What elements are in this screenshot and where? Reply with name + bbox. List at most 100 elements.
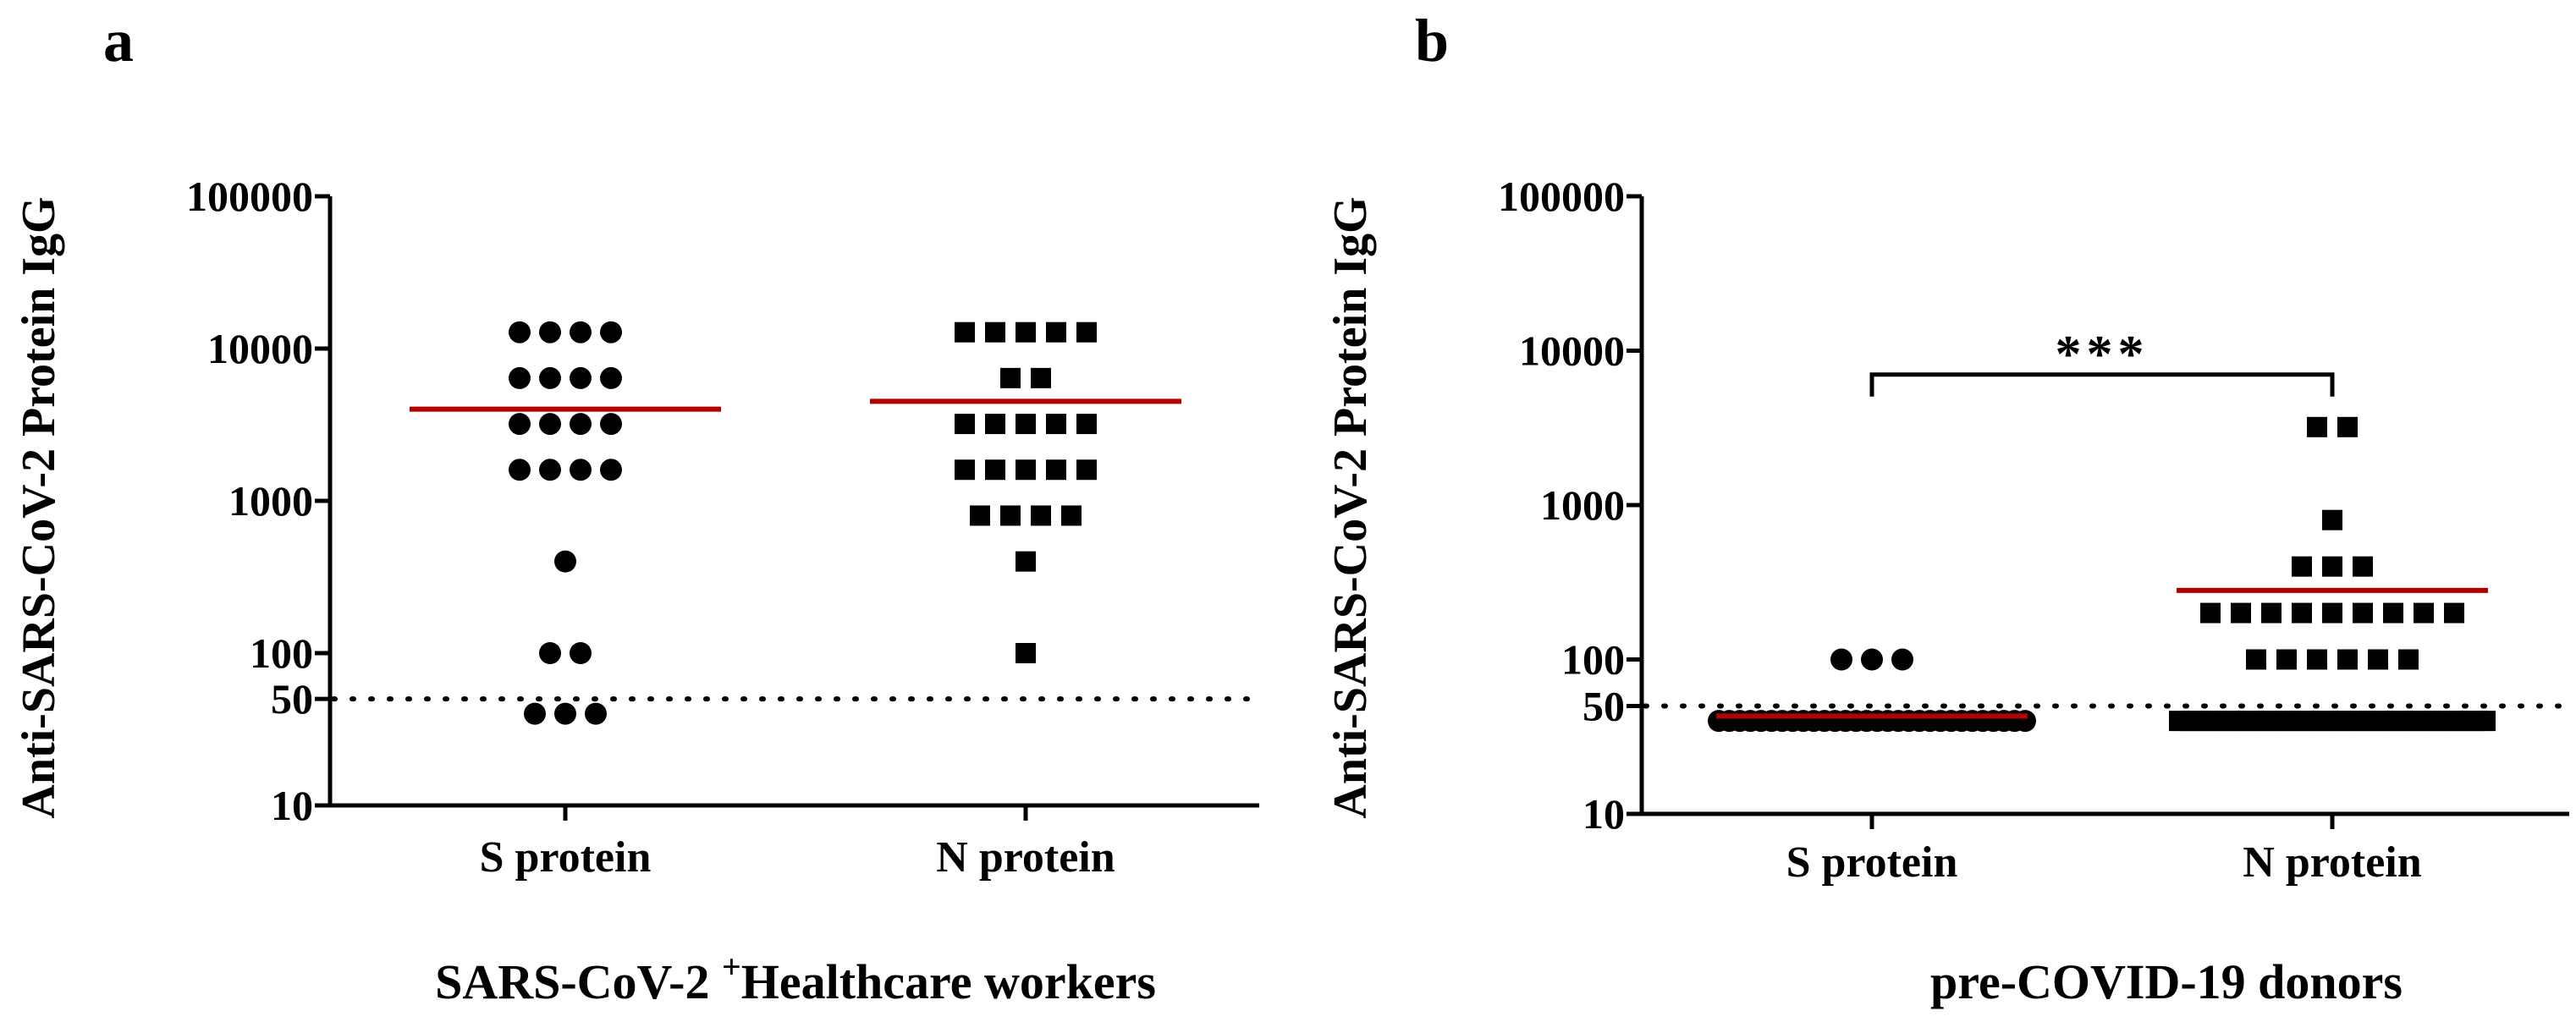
data-point xyxy=(1000,367,1021,388)
y-tick-label: 10 xyxy=(1582,790,1625,838)
data-point xyxy=(1076,414,1097,435)
data-point xyxy=(1830,648,1852,671)
data-point xyxy=(1031,505,1051,526)
data-point xyxy=(2337,649,2358,670)
data-point xyxy=(970,505,990,526)
data-point xyxy=(539,413,561,436)
data-point xyxy=(509,413,531,436)
data-point xyxy=(2322,602,2342,624)
data-point xyxy=(1016,414,1036,435)
y-tick-label: 1000 xyxy=(228,477,313,525)
data-point xyxy=(955,414,975,435)
data-point xyxy=(2398,649,2419,670)
x-category-label: N protein xyxy=(2243,838,2421,887)
panel-b-x-axis-label: pre-COVID-19 donors xyxy=(1930,954,2403,1009)
data-point xyxy=(1016,321,1036,343)
y-tick-label: 1000 xyxy=(1540,481,1625,529)
data-point xyxy=(2307,416,2327,437)
data-point xyxy=(2292,556,2312,577)
data-point xyxy=(539,459,561,481)
data-point xyxy=(2414,602,2434,624)
data-point xyxy=(1891,648,1913,671)
data-point xyxy=(2307,649,2327,670)
data-point xyxy=(570,413,592,436)
data-point xyxy=(509,366,531,389)
data-point xyxy=(1031,367,1051,388)
y-tick-label: 100000 xyxy=(186,173,313,220)
data-point xyxy=(955,459,975,481)
data-point xyxy=(600,321,622,343)
data-point xyxy=(1076,321,1097,343)
y-tick-label: 100000 xyxy=(1498,173,1625,220)
data-point xyxy=(1046,459,1066,481)
data-point xyxy=(2383,602,2403,624)
data-point xyxy=(509,321,531,343)
data-point xyxy=(2322,509,2342,530)
y-tick-label: 50 xyxy=(1582,682,1625,729)
y-tick-label: 10000 xyxy=(207,325,313,372)
x-category-label: S protein xyxy=(1786,838,1958,887)
data-point xyxy=(600,459,622,481)
data-point xyxy=(570,642,592,664)
data-point xyxy=(2014,710,2036,733)
data-point xyxy=(1016,551,1036,572)
data-point xyxy=(985,459,1005,481)
data-point xyxy=(509,459,531,481)
data-point xyxy=(2200,602,2221,624)
data-point xyxy=(985,321,1005,343)
data-point xyxy=(2246,649,2266,670)
data-point xyxy=(2261,602,2282,624)
y-tick-label: 50 xyxy=(271,675,313,723)
data-point xyxy=(585,702,607,725)
data-point xyxy=(2322,556,2342,577)
data-point xyxy=(1076,459,1097,481)
data-point xyxy=(2276,649,2297,670)
panel-a-label: a xyxy=(103,7,134,74)
data-point xyxy=(1016,459,1036,481)
data-point xyxy=(539,366,561,389)
data-point xyxy=(1046,321,1066,343)
data-point xyxy=(1000,505,1021,526)
data-point xyxy=(2353,602,2373,624)
data-point xyxy=(2292,602,2312,624)
data-point xyxy=(570,321,592,343)
data-point xyxy=(2337,416,2358,437)
data-point xyxy=(554,550,576,573)
y-tick-label: 100 xyxy=(1561,636,1625,684)
data-point xyxy=(2231,602,2251,624)
y-tick-label: 10000 xyxy=(1519,327,1625,375)
data-point xyxy=(985,414,1005,435)
data-point xyxy=(1861,648,1883,671)
data-point xyxy=(2475,711,2496,732)
y-tick-label: 10 xyxy=(271,782,313,829)
significance-label: *** xyxy=(2056,326,2149,383)
data-point xyxy=(554,702,576,725)
significance-bracket xyxy=(1869,372,2335,397)
data-point xyxy=(570,459,592,481)
data-point xyxy=(2353,556,2373,577)
data-point xyxy=(2368,649,2388,670)
panel-a-y-axis-label: Anti-SARS-CoV-2 Protein IgG xyxy=(13,196,65,818)
x-category-label: N protein xyxy=(936,833,1115,882)
panel-b-y-axis-label: Anti-SARS-CoV-2 Protein IgG xyxy=(1324,196,1377,818)
data-point xyxy=(2444,602,2464,624)
data-point xyxy=(1061,505,1082,526)
data-point xyxy=(570,366,592,389)
data-point xyxy=(600,413,622,436)
panel-a-x-axis-label: SARS-CoV-2 +Healthcare workers xyxy=(435,948,1156,1009)
data-point xyxy=(955,321,975,343)
data-point xyxy=(524,702,546,725)
x-category-label: S protein xyxy=(480,833,652,882)
data-point xyxy=(539,321,561,343)
data-point xyxy=(1016,643,1036,663)
y-tick-label: 100 xyxy=(250,629,313,677)
panel-b-label: b xyxy=(1415,7,1449,74)
data-point xyxy=(539,642,561,664)
data-point xyxy=(600,366,622,389)
data-point xyxy=(1046,414,1066,435)
